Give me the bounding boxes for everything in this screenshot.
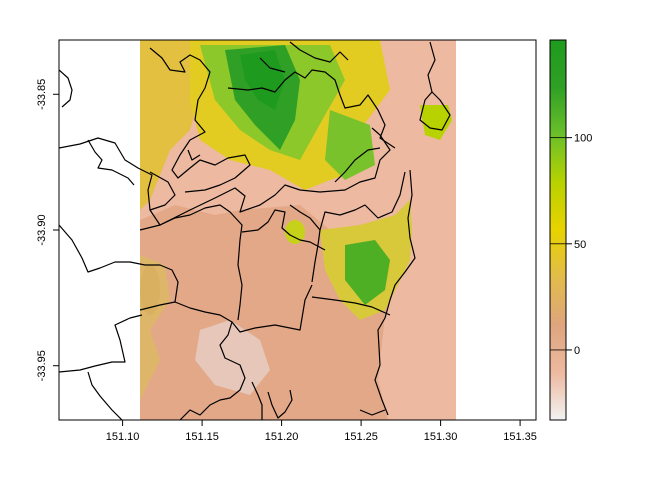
legend-ticks: 100 50 0 bbox=[550, 133, 592, 357]
terrain-ne-green bbox=[325, 110, 375, 180]
x-tick-label: 151.15 bbox=[185, 431, 219, 443]
x-tick-label: 151.30 bbox=[424, 431, 458, 443]
terrain-west-ridge bbox=[140, 40, 205, 210]
boundary-line bbox=[187, 149, 201, 161]
legend-tick-label: 100 bbox=[574, 133, 592, 145]
elevation-legend: 100 50 0 bbox=[549, 39, 592, 421]
x-axis: 151.10 151.15 151.20 151.25 151.30 151.35 bbox=[106, 420, 537, 443]
boundary-line bbox=[419, 41, 451, 131]
terrain-north-peak2 bbox=[240, 50, 285, 110]
boundary-line bbox=[59, 314, 143, 373]
y-tick-label: -33.90 bbox=[36, 214, 48, 245]
boundary-line bbox=[59, 127, 391, 226]
terrain-city-grey bbox=[195, 320, 270, 395]
boundary-line bbox=[87, 139, 135, 186]
legend-tick-label: 50 bbox=[574, 239, 586, 251]
x-tick-label: 151.35 bbox=[503, 431, 537, 443]
boundary-line bbox=[334, 147, 381, 183]
boundary-line bbox=[311, 171, 406, 283]
x-tick-label: 151.10 bbox=[106, 431, 140, 443]
boundary-line bbox=[289, 204, 321, 231]
y-tick-label: -33.85 bbox=[36, 79, 48, 110]
boundary-line bbox=[59, 224, 179, 303]
y-axis: -33.80-33.85-33.90-33.95 bbox=[36, 79, 59, 381]
boundary-line bbox=[87, 371, 123, 420]
boundary-line bbox=[311, 296, 391, 316]
boundary-line bbox=[267, 389, 293, 419]
boundary-line bbox=[149, 171, 176, 211]
boundary-line bbox=[259, 57, 286, 73]
boundary-line bbox=[149, 47, 251, 193]
lga-boundaries bbox=[59, 41, 451, 420]
x-tick-label: 151.25 bbox=[344, 431, 378, 443]
boundary-line bbox=[179, 321, 246, 420]
boundary-line bbox=[289, 41, 349, 63]
terrain-spot-1 bbox=[285, 220, 305, 244]
boundary-line bbox=[374, 169, 416, 416]
legend-tick-label: 0 bbox=[574, 345, 580, 357]
legend-colorbar bbox=[549, 39, 567, 421]
boundary-line bbox=[251, 381, 263, 420]
boundary-line bbox=[59, 69, 73, 108]
terrain-spot-2 bbox=[140, 265, 160, 315]
boundary-line bbox=[227, 69, 396, 149]
terrain-far-ne bbox=[420, 105, 452, 140]
y-tick-label: -33.95 bbox=[36, 350, 48, 381]
x-tick-label: 151.20 bbox=[265, 431, 299, 443]
terrain-east-green bbox=[345, 240, 390, 305]
boundary-line bbox=[241, 209, 326, 251]
boundary-line bbox=[359, 409, 386, 416]
boundary-line bbox=[139, 204, 243, 321]
